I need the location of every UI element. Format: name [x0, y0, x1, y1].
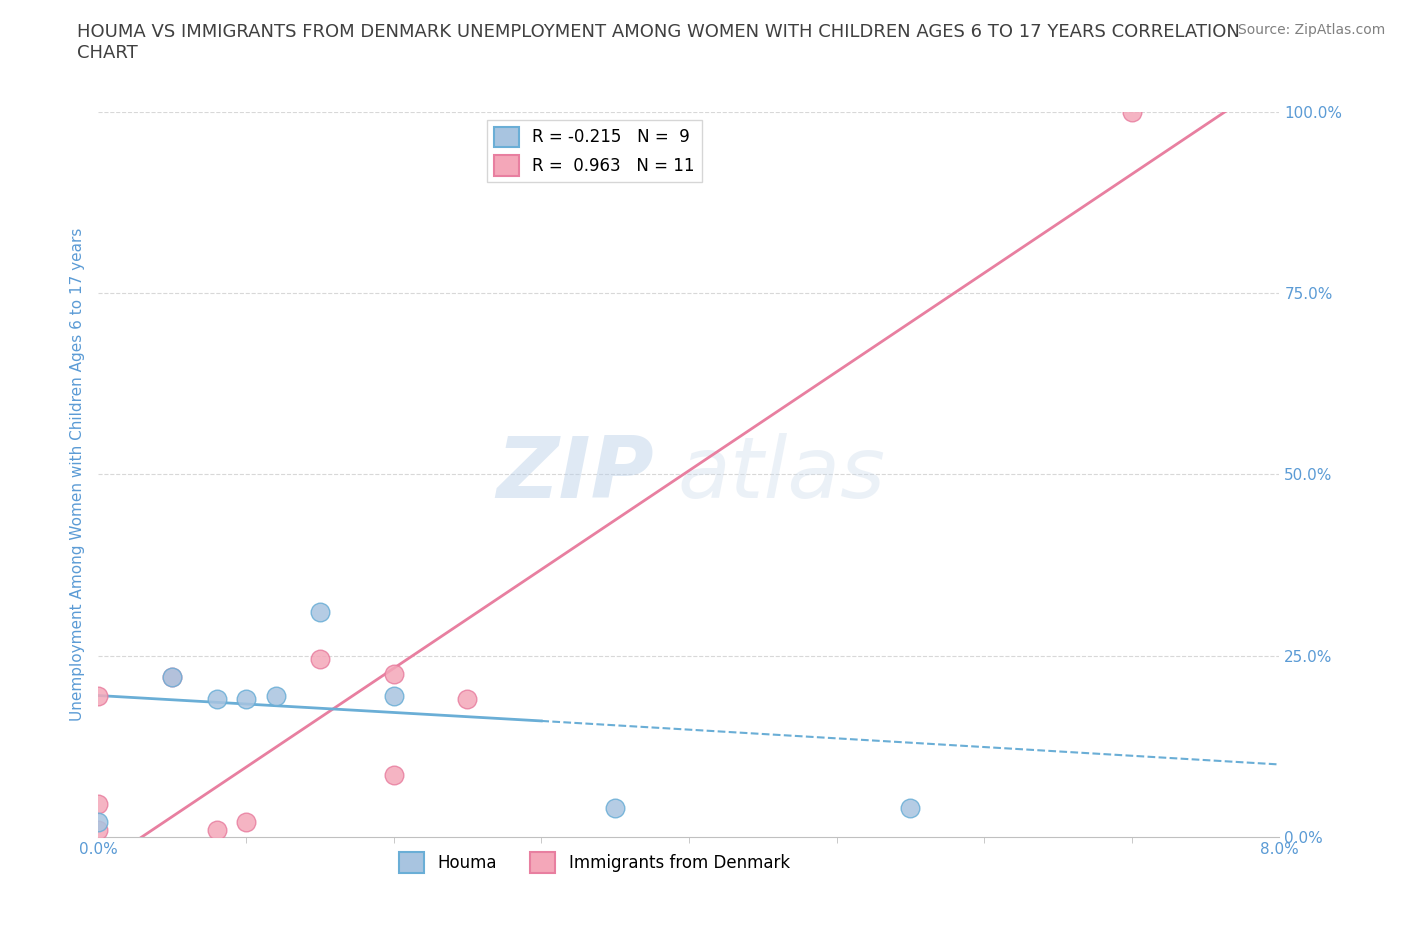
Point	[235, 815, 257, 830]
Text: HOUMA VS IMMIGRANTS FROM DENMARK UNEMPLOYMENT AMONG WOMEN WITH CHILDREN AGES 6 T: HOUMA VS IMMIGRANTS FROM DENMARK UNEMPLO…	[77, 23, 1240, 62]
Text: Source: ZipAtlas.com: Source: ZipAtlas.com	[1237, 23, 1385, 37]
Point	[605, 801, 627, 816]
Point	[309, 604, 332, 619]
Point	[1121, 104, 1143, 119]
Point	[382, 688, 405, 703]
Text: atlas: atlas	[678, 432, 886, 516]
Point	[264, 688, 287, 703]
Point	[900, 801, 922, 816]
Legend: Houma, Immigrants from Denmark: Houma, Immigrants from Denmark	[392, 845, 796, 880]
Point	[382, 768, 405, 783]
Point	[162, 670, 183, 684]
Point	[205, 692, 228, 707]
Point	[309, 652, 332, 667]
Point	[382, 666, 405, 681]
Point	[205, 822, 228, 837]
Y-axis label: Unemployment Among Women with Children Ages 6 to 17 years: Unemployment Among Women with Children A…	[69, 228, 84, 721]
Point	[87, 688, 110, 703]
Point	[162, 670, 183, 684]
Point	[87, 822, 110, 837]
Point	[235, 692, 257, 707]
Point	[87, 797, 110, 812]
Point	[87, 815, 110, 830]
Text: ZIP: ZIP	[496, 432, 654, 516]
Point	[457, 692, 479, 707]
